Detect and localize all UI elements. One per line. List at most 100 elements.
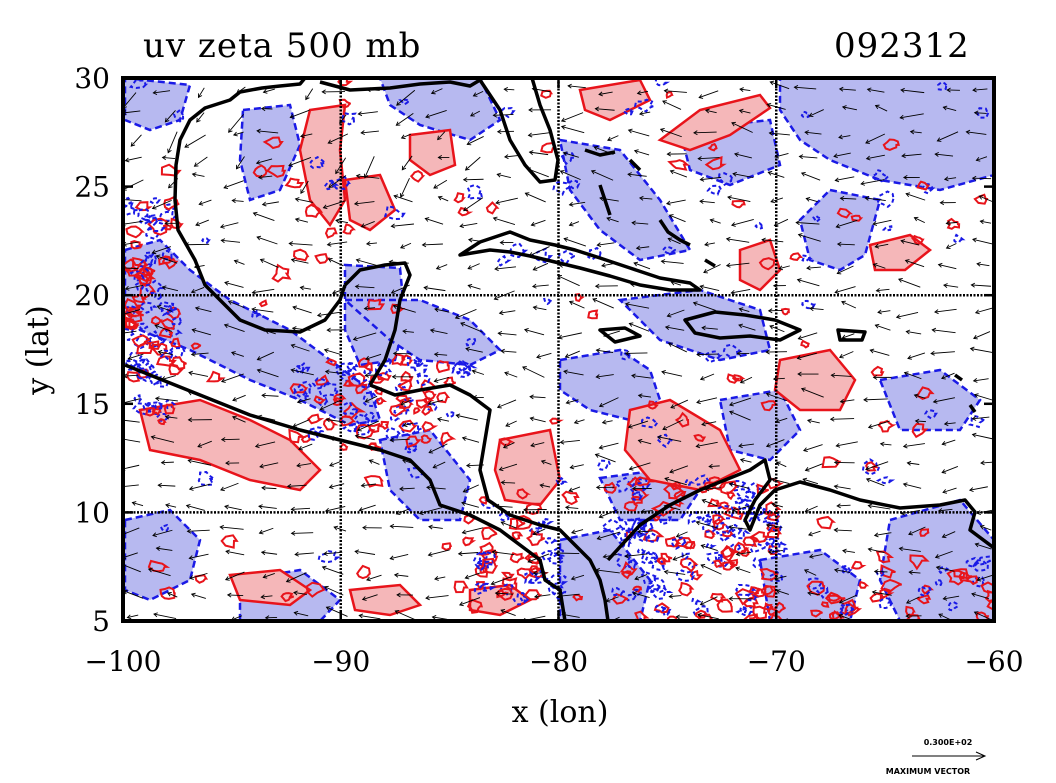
wind-vector xyxy=(797,352,817,359)
wind-vector-head xyxy=(562,151,568,157)
wind-vector xyxy=(842,106,858,111)
wind-vector-head xyxy=(425,113,430,119)
vorticity-contour xyxy=(136,207,149,221)
wind-vector xyxy=(329,461,341,467)
wind-vector-head xyxy=(595,348,601,354)
wind-vector xyxy=(634,150,650,156)
wind-vector xyxy=(902,153,922,157)
wind-vector xyxy=(455,308,477,319)
vorticity-contour xyxy=(147,373,162,387)
wind-vector-head xyxy=(567,83,572,89)
wind-vector-head xyxy=(167,148,172,154)
wind-vector-head xyxy=(701,325,706,331)
wind-vector-head xyxy=(972,378,978,383)
vorticity-contour xyxy=(636,532,651,542)
wind-vector xyxy=(123,241,139,246)
wind-vector xyxy=(123,398,141,404)
wind-vector xyxy=(191,287,205,293)
wind-vector xyxy=(877,310,891,313)
wind-vector xyxy=(806,266,822,269)
wind-vector xyxy=(123,220,144,225)
vorticity-contour xyxy=(654,78,671,87)
wind-vector-head xyxy=(496,129,502,135)
wind-vector-head xyxy=(220,486,225,492)
wind-vector-head xyxy=(219,223,225,229)
vorticity-contour xyxy=(309,426,325,436)
wind-vector-head xyxy=(667,237,673,242)
wind-vector xyxy=(291,344,310,352)
vorticity-contour xyxy=(728,479,747,489)
wind-vector-head xyxy=(761,237,766,243)
wind-vector-head xyxy=(259,463,264,469)
wind-vector-head xyxy=(427,400,433,406)
wind-vector xyxy=(809,554,823,558)
wind-vector xyxy=(223,180,244,189)
vorticity-contour xyxy=(561,490,580,506)
vorticity-contour xyxy=(361,391,381,408)
wind-vector xyxy=(906,596,920,604)
vorticity-contour xyxy=(325,358,337,367)
wind-vector-head xyxy=(251,307,256,312)
wind-vector-head xyxy=(258,529,264,535)
wind-vector-head xyxy=(490,580,496,586)
vorticity-contour xyxy=(986,599,994,610)
wind-vector-head xyxy=(943,283,948,288)
wind-vector xyxy=(905,260,925,268)
wind-vector xyxy=(974,394,994,401)
vorticity-contour xyxy=(621,107,634,116)
vorticity-contour xyxy=(763,584,777,598)
wind-vector-head xyxy=(523,507,528,513)
vorticity-contour xyxy=(631,585,643,593)
wind-vector xyxy=(123,179,144,191)
wind-vector xyxy=(501,521,517,529)
vorticity-contour xyxy=(636,547,646,555)
wind-vector-head xyxy=(354,284,360,290)
wind-vector-head xyxy=(873,569,879,575)
wind-vector xyxy=(738,443,754,447)
vorticity-contour xyxy=(693,433,707,442)
vorticity-contour xyxy=(909,554,930,571)
wind-vector xyxy=(366,574,382,581)
wind-vector-head xyxy=(796,278,802,283)
wind-vector-head xyxy=(323,551,328,557)
wind-vector-head xyxy=(164,220,169,226)
wind-vector-head xyxy=(196,117,201,123)
vorticity-contour xyxy=(704,155,727,171)
vorticity-contour xyxy=(681,552,690,560)
wind-vector xyxy=(774,218,789,227)
wind-vector xyxy=(494,266,516,270)
vorticity-contour xyxy=(878,596,895,610)
wind-vector-head xyxy=(402,329,407,334)
vorticity-contour xyxy=(731,199,746,209)
wind-vector xyxy=(287,484,307,487)
wind-vector-head xyxy=(225,549,230,555)
wind-vector xyxy=(257,130,279,134)
wind-vector-head xyxy=(496,403,502,409)
wind-vector xyxy=(591,170,614,181)
vorticity-contour xyxy=(250,309,263,319)
wind-vector-head xyxy=(939,200,945,206)
wind-vector-head xyxy=(590,169,596,175)
wind-vector xyxy=(300,180,309,194)
wind-vector-head xyxy=(300,189,305,194)
wind-vector-head xyxy=(462,488,468,493)
wind-vector xyxy=(152,199,172,209)
wind-vector-head xyxy=(563,237,569,242)
vorticity-contour xyxy=(421,421,439,433)
wind-vector-head xyxy=(839,195,845,201)
vorticity-contour xyxy=(291,388,313,403)
wind-vector-head xyxy=(602,553,608,559)
vorticity-contour xyxy=(572,593,584,602)
wind-vector-head xyxy=(559,439,565,445)
wind-vector-head xyxy=(498,310,504,316)
wind-vector-head xyxy=(739,87,744,93)
vorticity-contour xyxy=(611,587,626,597)
wind-vector-head xyxy=(979,219,985,225)
wind-vector-head xyxy=(117,331,121,335)
wind-vector-head xyxy=(699,375,705,381)
wind-vector xyxy=(221,239,241,243)
vorticity-contour xyxy=(466,183,484,201)
wind-vector xyxy=(258,175,273,179)
wind-vector xyxy=(354,201,375,205)
wind-vector-head xyxy=(290,257,296,263)
